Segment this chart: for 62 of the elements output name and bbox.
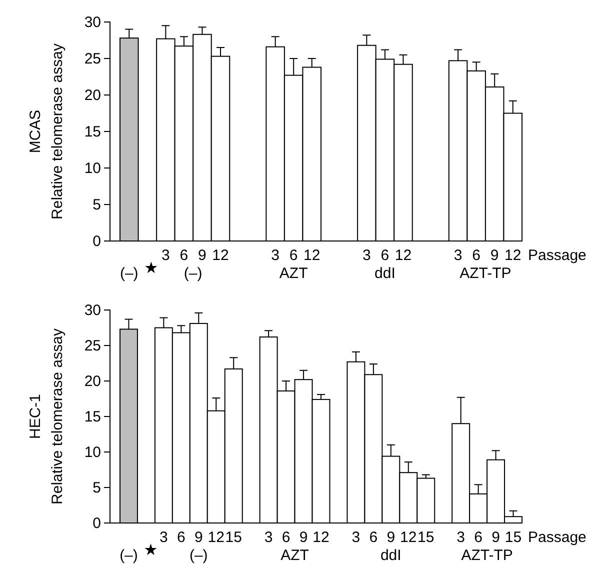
text: AZT-TP (461, 547, 513, 564)
x-tick-label: 3 (456, 529, 465, 546)
y-tick-label: 0 (92, 514, 101, 532)
text: (–) (184, 265, 202, 282)
x-tick-label: 6 (177, 529, 186, 546)
y-tick-label: 30 (84, 14, 101, 31)
x-tick-label: 3 (160, 529, 168, 546)
text: ddI (380, 547, 402, 564)
x-tick-label: 3 (271, 247, 280, 264)
x-tick-label: 6 (369, 529, 378, 546)
x-tick-label: 3 (454, 247, 462, 264)
x-tick-label: 12 (208, 529, 224, 546)
x-tick-label: 3 (264, 529, 273, 546)
text: HEC-1 (27, 394, 44, 440)
y-tick-label: 0 (92, 232, 101, 250)
y-tick-label: 10 (84, 444, 101, 461)
x-tick-label: 9 (198, 247, 206, 264)
y-tick-label: 5 (92, 196, 101, 214)
y-tick-label: 5 (92, 479, 101, 496)
y-tick-label: 30 (84, 302, 101, 319)
y-tick-label: 20 (84, 372, 101, 390)
x-tick-label: 3 (162, 247, 170, 264)
text: ddI (374, 265, 396, 282)
text: (–) (120, 265, 138, 282)
y-tick-label: 15 (84, 123, 101, 140)
x-tick-label: 15 (504, 529, 522, 546)
x-tick-label: 6 (474, 529, 482, 546)
y-tick-label: 20 (84, 86, 101, 104)
x-tick-label: 9 (386, 529, 396, 546)
x-tick-label: 3 (352, 529, 360, 546)
text: (–) (189, 547, 208, 564)
x-tick-label: 6 (289, 247, 298, 264)
x-tick-label: 9 (194, 529, 203, 546)
x-tick-label: 9 (299, 529, 308, 546)
x-tick-label: 12 (312, 529, 330, 546)
x-tick-label: 6 (472, 247, 480, 264)
x-tick-label: 3 (362, 247, 371, 264)
x-tick-label: 12 (304, 247, 320, 264)
x-tick-label: 12 (212, 247, 229, 264)
text: AZT-TP (460, 265, 512, 282)
x-tick-label: 6 (282, 529, 290, 546)
x-tick-label: 6 (180, 247, 188, 264)
text: Passage (528, 247, 586, 264)
y-axis-title: Relative telomerase assay (49, 43, 66, 220)
x-tick-label: 12 (394, 247, 412, 264)
x-tick-label: 9 (490, 247, 499, 264)
x-tick-label: 9 (492, 529, 500, 546)
y-tick-label: 25 (84, 337, 101, 354)
text: (–) (120, 547, 138, 564)
x-tick-label: 12 (504, 247, 522, 264)
y-tick-label: 25 (84, 50, 101, 68)
x-tick-label: 15 (225, 529, 242, 546)
text: AZT (280, 547, 309, 564)
x-tick-label: 15 (418, 529, 434, 546)
text: Passage (528, 529, 586, 546)
y-tick-label: 10 (84, 160, 101, 177)
y-tick-label: 15 (84, 408, 101, 426)
y-axis-title: Relative telomerase assay (49, 328, 66, 504)
x-tick-label: 6 (380, 247, 390, 264)
x-tick-label: 12 (400, 529, 417, 546)
text: AZT (279, 265, 308, 282)
text: MCAS (27, 110, 44, 154)
